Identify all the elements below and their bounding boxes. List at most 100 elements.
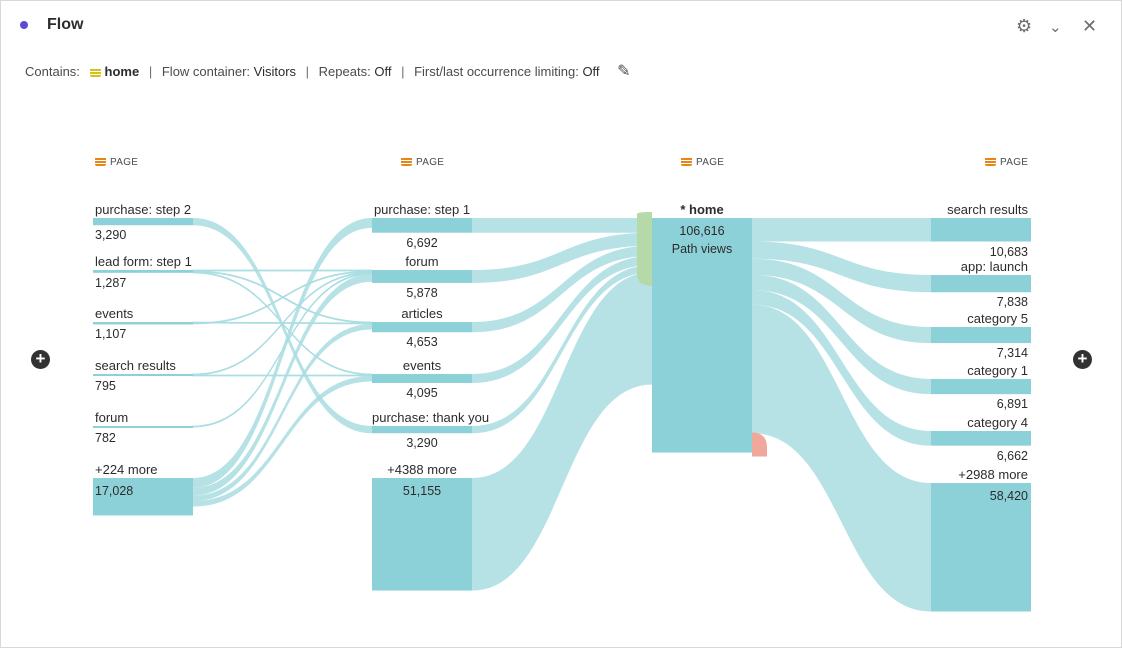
flow-node[interactable] [372,478,472,591]
dimension-icon [401,157,412,166]
dimension-icon [95,157,106,166]
flow-node[interactable] [931,275,1031,293]
node-value: 6,662 [996,448,1028,463]
flow-node[interactable] [372,426,472,434]
plus-circle-icon[interactable]: + [31,350,50,369]
node-label: app: launch [960,259,1028,274]
node-sublabel: Path views [671,242,733,256]
node-label: category 4 [967,415,1028,430]
chevron-down-icon[interactable]: ⌄ [1049,19,1062,36]
node-label: events [95,306,134,321]
flow-link[interactable] [752,218,931,242]
flow-node[interactable] [93,270,193,273]
flow-node[interactable] [372,270,472,283]
flow-node[interactable] [93,478,193,516]
flow-node[interactable] [372,322,472,333]
node-label: +4388 more [387,462,457,477]
flow-node[interactable] [93,218,193,226]
dimension-icon [681,157,692,166]
flow-node[interactable] [931,327,1031,344]
column-header: PAGE [985,157,1028,168]
node-label: +224 more [95,462,158,477]
flow-link[interactable] [752,274,931,395]
flow-node[interactable] [931,431,1031,446]
flow-link[interactable] [472,232,652,283]
contains-value: home [104,64,140,79]
flow-link[interactable] [193,324,372,502]
node-value: 58,420 [989,489,1028,503]
pencil-icon[interactable]: ✎ [617,63,631,80]
column-header-label: PAGE [1000,157,1029,168]
flow-link[interactable] [472,264,652,434]
flow-link[interactable] [193,274,372,496]
node-label: purchase: step 2 [95,202,192,217]
plus-circle-icon[interactable]: + [1073,350,1092,369]
limiting-value: Off [582,64,600,79]
flow-link[interactable] [472,245,652,333]
node-value: 51,155 [402,484,442,498]
node-label: category 1 [967,363,1028,378]
flow-link[interactable] [472,272,652,591]
node-value: 10,683 [989,244,1028,259]
repeats-label: Repeats: [318,64,371,79]
node-label: events [402,358,442,373]
exit-marker [752,432,767,457]
flow-link[interactable] [752,304,931,612]
column-header-label: PAGE [416,157,445,168]
node-label: purchase: thank you [372,410,490,425]
column-header: PAGE [681,157,724,168]
flow-node[interactable] [931,483,1031,612]
flow-link[interactable] [472,255,652,384]
panel-title: Flow [47,16,84,33]
flow-node[interactable] [372,374,472,384]
flow-node[interactable] [93,426,193,428]
node-label: search results [95,358,176,373]
flow-node[interactable] [372,218,472,233]
node-value: 795 [95,379,116,393]
flow-link[interactable] [193,376,372,507]
separator: | [148,64,153,79]
flow-node[interactable] [93,374,193,376]
flow-link[interactable] [472,218,652,233]
column-header: PAGE [401,157,444,168]
node-value: 17,028 [95,484,134,498]
node-label: lead form: step 1 [95,254,192,269]
flow-summary: Contains: home | Flow container: Visitor… [25,61,631,81]
separator: | [305,64,310,79]
column-header-label: PAGE [110,157,139,168]
flow-link[interactable] [752,289,931,446]
flow-node[interactable] [93,322,193,325]
node-value: 3,290 [95,228,127,243]
separator: | [401,64,405,79]
node-value: 6,891 [996,397,1028,412]
gear-icon[interactable]: ⚙ [1016,16,1033,36]
node-label: articles [401,306,443,321]
flow-node[interactable] [652,218,752,453]
column-header: PAGE [95,157,138,168]
node-value: 1,287 [95,275,127,290]
container-value: Visitors [253,64,297,79]
flow-link[interactable] [193,218,372,488]
node-value: 7,314 [996,346,1028,361]
status-dot [20,21,28,29]
close-icon[interactable]: ✕ [1082,16,1098,36]
node-value: 4,653 [406,335,438,350]
flow-node[interactable] [931,218,1031,242]
flow-link[interactable] [193,218,372,434]
flow-link[interactable] [752,241,931,293]
flow-node[interactable] [931,379,1031,395]
entry-marker [637,212,652,286]
node-label: * home [680,202,724,217]
node-label: purchase: step 1 [373,202,471,217]
node-value: 5,878 [406,285,438,300]
flow-link[interactable] [192,269,373,272]
node-value: 4,095 [406,386,438,400]
flow-link[interactable] [752,258,931,344]
node-label: +2988 more [958,467,1028,482]
flow-link[interactable] [192,374,373,377]
links [192,218,931,612]
dimension-icon [89,68,101,77]
node-value: 106,616 [679,224,725,238]
